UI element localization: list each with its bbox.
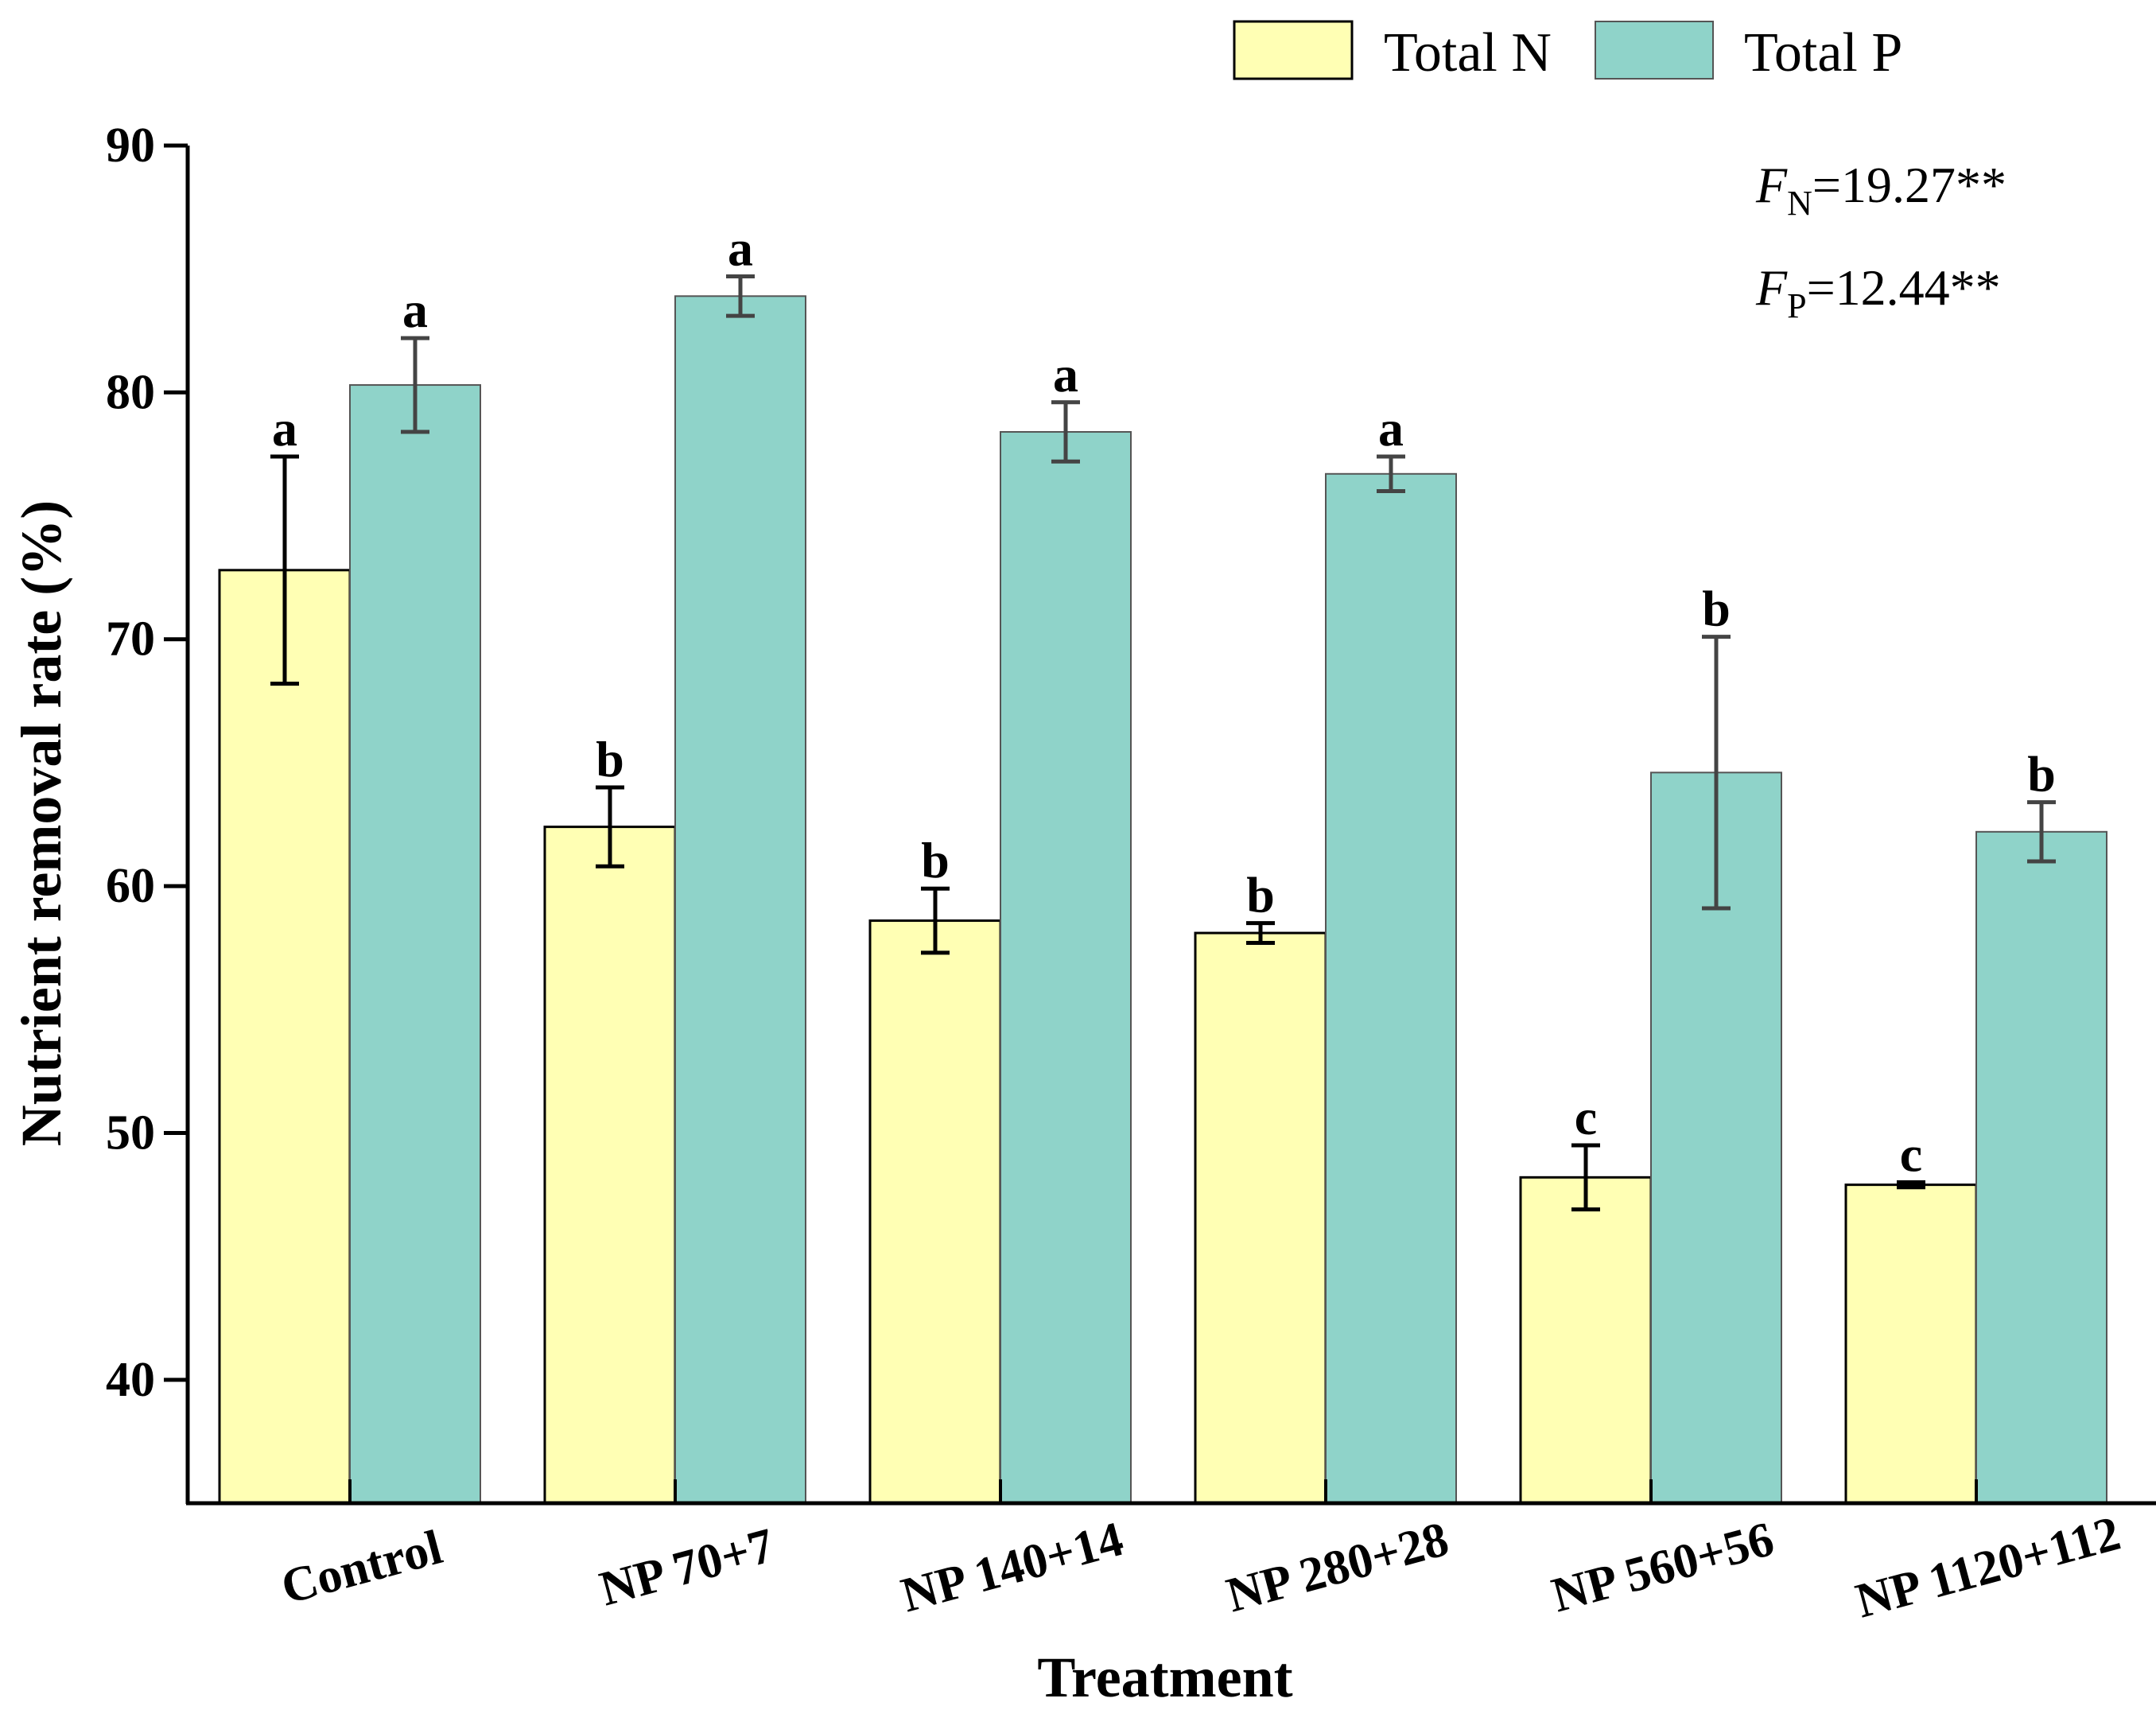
sig-letter-total-p-1: a [728, 220, 753, 276]
legend: Total N Total P [1233, 20, 1902, 84]
error-bars-layer [270, 274, 2056, 1212]
error-bar-total-n-2 [921, 886, 950, 955]
bar-total-n-5 [1844, 1183, 1978, 1505]
y-axis-title: Nutrient removal rate (%) [10, 500, 73, 1146]
stats-annotation: FN=19.27** FP=12.44** [1755, 157, 2006, 325]
y-tick-label-50: 50 [106, 1106, 155, 1160]
sig-letter-total-p-2: a [1053, 346, 1078, 402]
bar-total-n-3 [1194, 931, 1327, 1505]
sig-letter-total-n-5: c [1900, 1126, 1922, 1183]
bars-layer [218, 295, 2107, 1505]
x-tick-label-1: NP 70+7 [594, 1518, 779, 1616]
error-bar-total-p-1 [726, 274, 755, 318]
x-tick-label-2: NP 140+14 [895, 1512, 1129, 1623]
bar-total-n-1 [543, 826, 677, 1505]
error-bar-total-n-4 [1571, 1143, 1600, 1212]
x-tick-label-5: NP 1120+112 [1851, 1506, 2126, 1629]
y-tick-label-60: 60 [106, 859, 155, 913]
error-bar-total-n-0 [270, 454, 299, 686]
stat-fn: FN=19.27** [1755, 157, 2006, 223]
error-bar-total-p-0 [401, 336, 429, 434]
bar-total-p-0 [349, 384, 481, 1504]
x-tick-label-4: NP 560+56 [1546, 1512, 1779, 1623]
bar-total-p-5 [1975, 830, 2107, 1504]
error-bar-total-p-3 [1377, 454, 1405, 494]
legend-label-total-p: Total P [1744, 22, 1902, 84]
error-bar-total-p-4 [1702, 635, 1731, 911]
stat-fp: FP=12.44** [1755, 259, 2001, 325]
bar-total-p-1 [674, 295, 806, 1505]
sig-letter-total-n-2: b [921, 832, 950, 888]
bar-total-n-4 [1519, 1176, 1653, 1505]
bar-total-p-3 [1325, 472, 1457, 1504]
sig-letter-total-p-0: a [402, 282, 428, 338]
y-tick-label-70: 70 [106, 612, 155, 667]
legend-swatch-total-n [1233, 20, 1354, 80]
bar-total-n-0 [218, 569, 352, 1505]
legend-label-total-n: Total N [1384, 22, 1552, 84]
y-tick-label-80: 80 [106, 365, 155, 419]
error-bar-total-n-5 [1897, 1180, 1925, 1190]
legend-swatch-total-p [1595, 21, 1714, 80]
error-bar-total-n-3 [1246, 921, 1275, 945]
y-tick-label-90: 90 [106, 119, 155, 173]
sig-letter-total-p-4: b [1702, 581, 1731, 637]
sig-letter-total-n-1: b [596, 731, 624, 787]
y-tick-label-40: 40 [106, 1353, 155, 1407]
error-bar-total-n-1 [596, 785, 624, 869]
error-bar-total-p-5 [2027, 800, 2056, 864]
sig-letter-total-p-5: b [2027, 746, 2056, 803]
x-axis-title: Treatment [1037, 1646, 1292, 1709]
sig-letter-total-n-4: c [1575, 1089, 1597, 1145]
sig-letter-total-n-0: a [272, 400, 297, 457]
significance-letters-layer: a a b a b a b a c b c b [272, 220, 2056, 1182]
sig-letter-total-p-3: a [1378, 400, 1404, 457]
x-tick-label-3: NP 280+28 [1221, 1512, 1454, 1623]
bar-total-n-2 [868, 919, 1002, 1505]
error-bar-total-p-2 [1051, 400, 1080, 464]
sig-letter-total-n-3: b [1246, 867, 1275, 923]
bar-total-p-2 [1000, 431, 1132, 1504]
x-tick-label-0: Control [276, 1520, 448, 1615]
